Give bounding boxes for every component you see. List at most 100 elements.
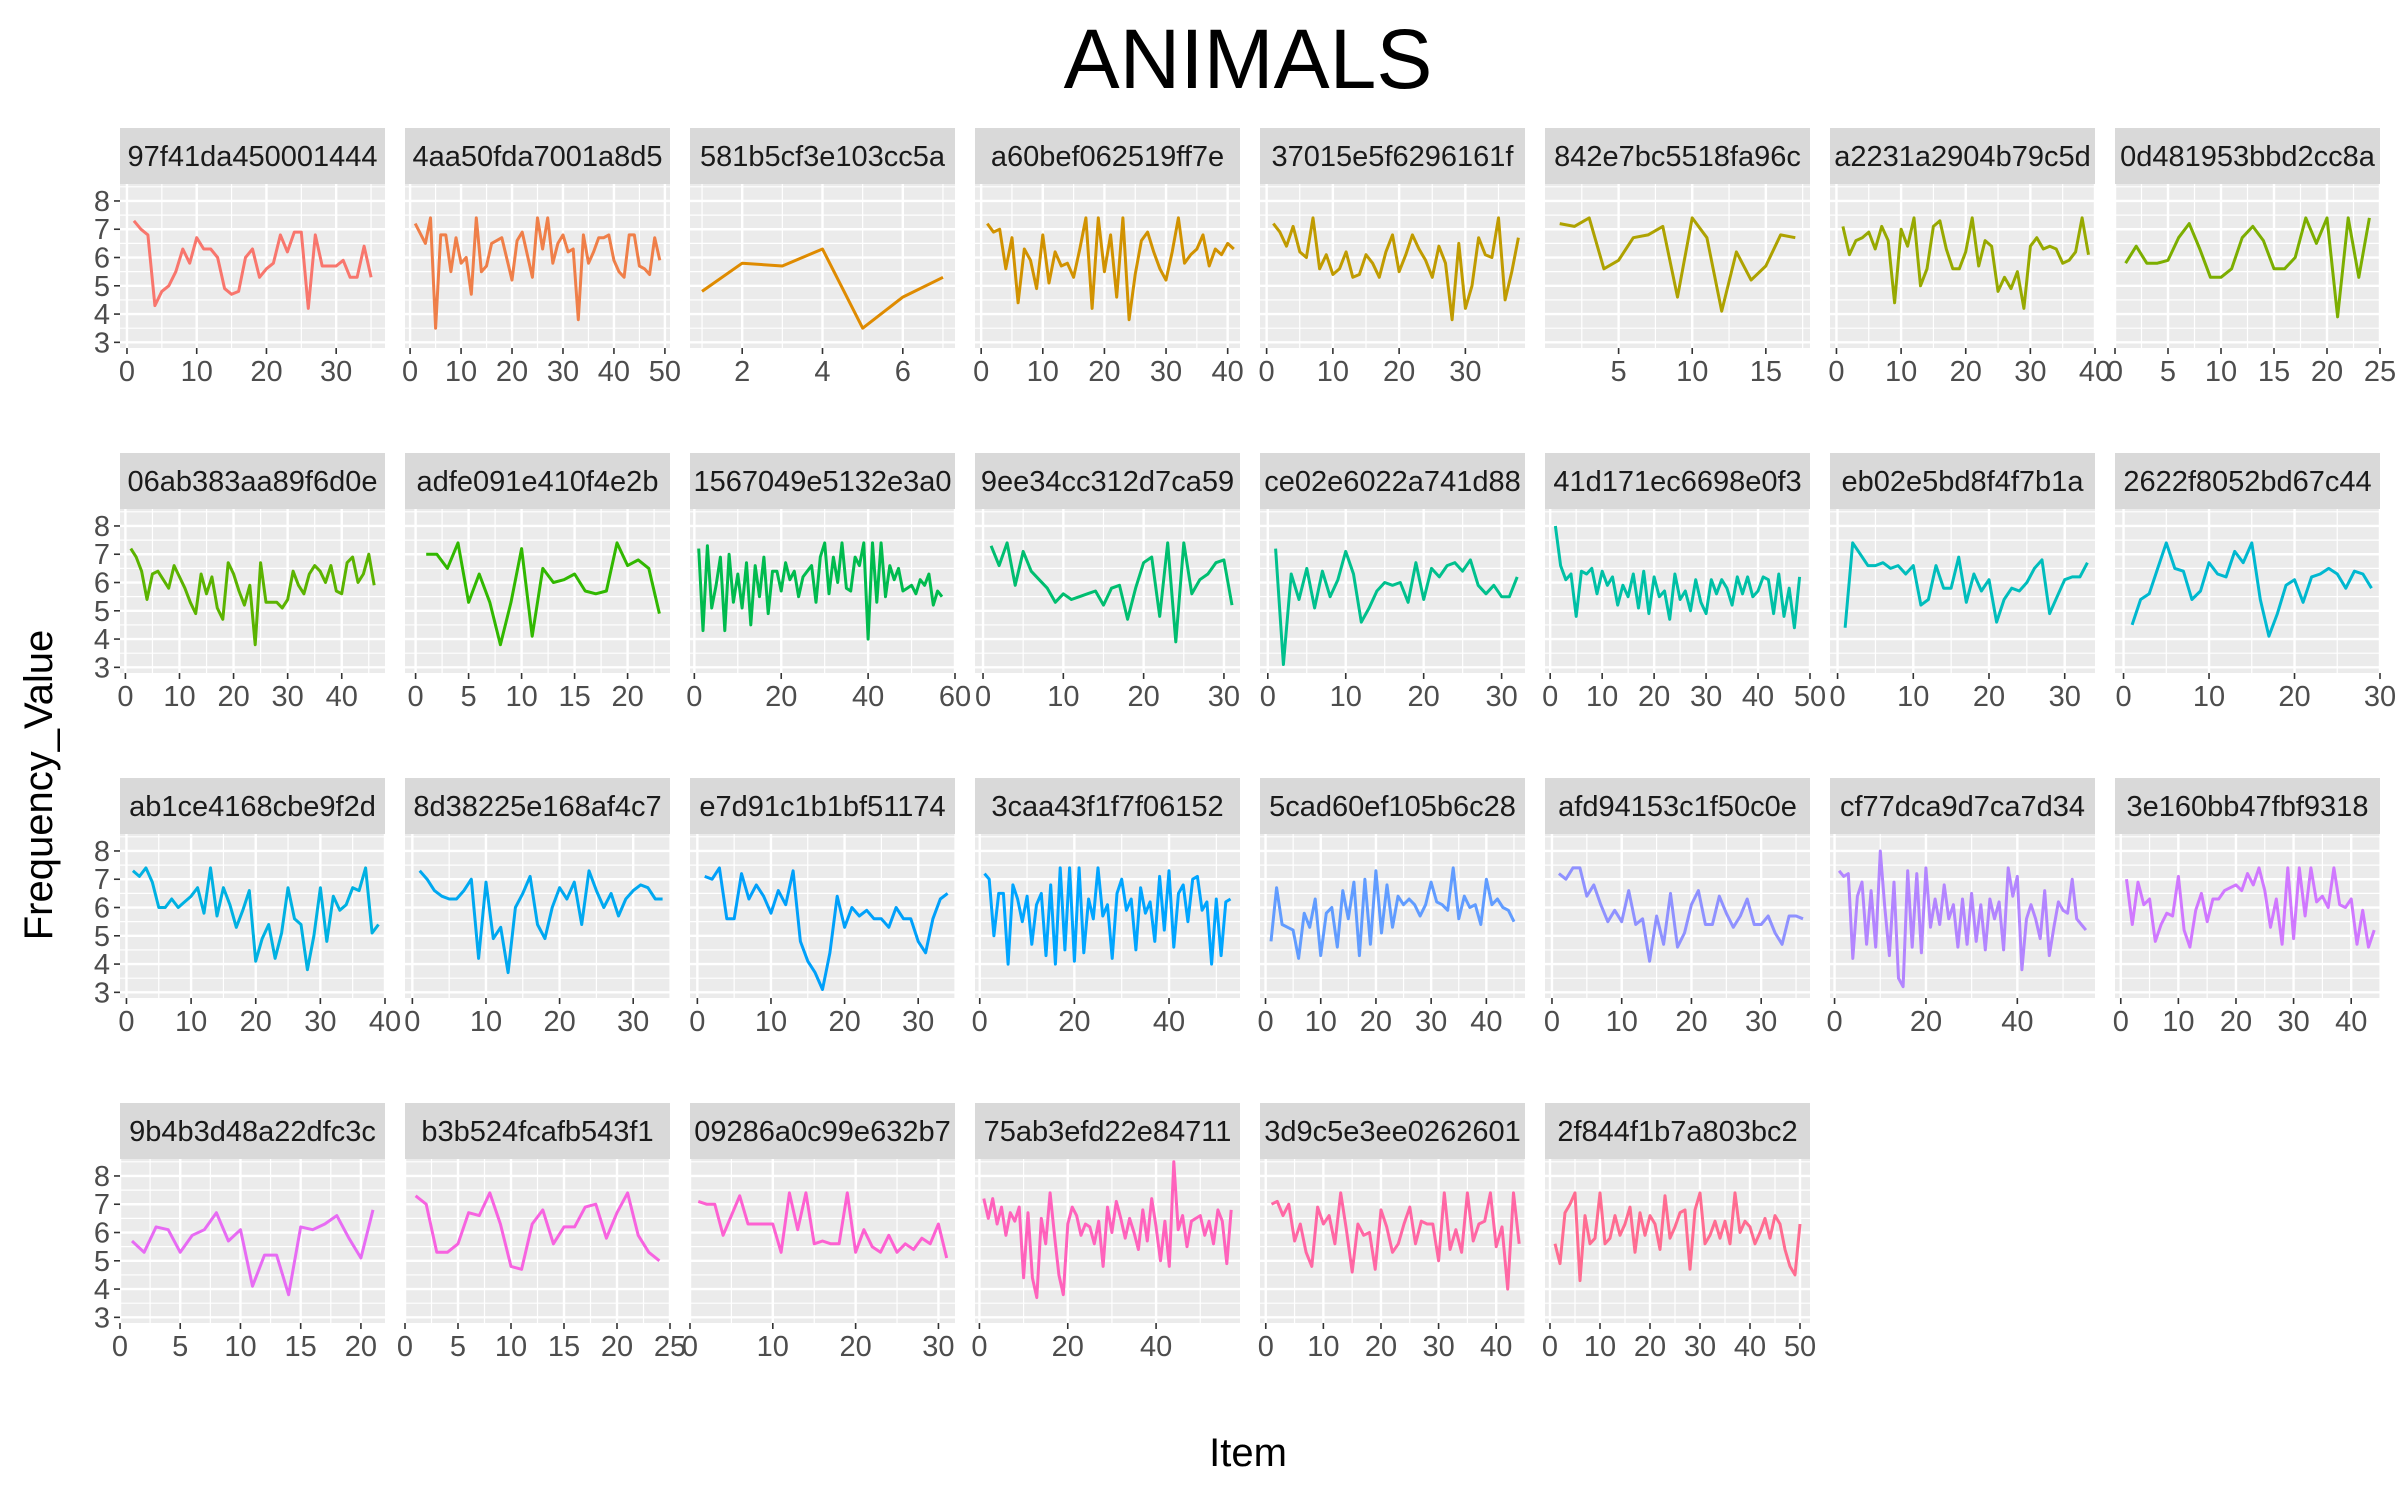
facet-strip-label: 09286a0c99e632b7: [694, 1116, 950, 1148]
data-point: [747, 1223, 749, 1225]
data-point: [1518, 1243, 1520, 1245]
data-point: [1070, 598, 1072, 600]
data-point: [1906, 245, 1908, 247]
data-point: [2310, 867, 2312, 869]
x-tick-label: 30: [1690, 681, 1722, 713]
data-point: [373, 584, 375, 586]
x-tick-label: 50: [649, 356, 681, 388]
data-point: [2139, 598, 2141, 600]
data-point: [2344, 906, 2346, 908]
data-point: [362, 573, 364, 575]
data-point: [1021, 920, 1023, 922]
data-point: [1437, 1260, 1439, 1262]
facet-strip-label: 2f844f1b7a803bc2: [1557, 1116, 1797, 1148]
data-point: [2251, 542, 2253, 544]
data-point: [1078, 867, 1080, 869]
data-point: [1089, 1226, 1091, 1228]
data-point: [223, 287, 225, 289]
data-point: [1357, 1223, 1359, 1225]
x-tick-label: 20: [611, 681, 643, 713]
data-point: [755, 884, 757, 886]
x-tick-label: 0: [971, 1331, 987, 1363]
data-point: [372, 1209, 374, 1211]
series-line: [426, 541, 661, 647]
data-point: [776, 570, 778, 572]
facet-panel: adfe091e410f4e2b 0 5 10 15 20: [405, 453, 670, 713]
data-point: [902, 918, 904, 920]
facet-panel: 1567049e5132e3a0 0 20 40 60: [686, 453, 971, 713]
data-point: [912, 1248, 914, 1250]
facet-strip-label: 06ab383aa89f6d0e: [128, 466, 378, 498]
data-point: [441, 895, 443, 897]
x-axis-title: Item: [1209, 1431, 1287, 1475]
data-point: [797, 595, 799, 597]
data-point: [1067, 1223, 1069, 1225]
data-point: [1299, 1223, 1301, 1225]
data-point: [2071, 576, 2073, 578]
data-point: [921, 1237, 923, 1239]
data-point: [1496, 898, 1498, 900]
data-point: [1466, 1192, 1468, 1194]
data-point: [1215, 562, 1217, 564]
data-point: [522, 892, 524, 894]
data-point: [2174, 567, 2176, 569]
data-point: [1694, 1209, 1696, 1211]
data-point: [1586, 895, 1588, 897]
data-point: [501, 237, 503, 239]
data-point: [1288, 1203, 1290, 1205]
data-point: [457, 1243, 459, 1245]
data-point: [851, 906, 853, 908]
data-point: [588, 870, 590, 872]
data-point: [2079, 576, 2081, 578]
data-point: [147, 234, 149, 236]
data-point: [189, 262, 191, 264]
data-point: [888, 1234, 890, 1236]
data-point: [1380, 932, 1382, 934]
data-point: [1945, 248, 1947, 250]
data-point: [648, 567, 650, 569]
data-point: [195, 612, 197, 614]
data-point: [1694, 578, 1696, 580]
x-tick-label: 10: [2205, 356, 2237, 388]
x-tick-label: 30: [2364, 681, 2396, 713]
data-point: [628, 234, 630, 236]
data-point: [1435, 901, 1437, 903]
data-point: [1711, 923, 1713, 925]
data-point: [1022, 550, 1024, 552]
data-point: [1900, 228, 1902, 230]
data-point: [2177, 237, 2179, 239]
data-point: [1159, 1260, 1161, 1262]
data-point: [718, 867, 720, 869]
data-point: [2086, 562, 2088, 564]
data-point: [436, 553, 438, 555]
facet-strip-label: b3b524fcafb543f1: [421, 1116, 653, 1148]
data-point: [932, 918, 934, 920]
data-point: [274, 957, 276, 959]
facet-strip-label: adfe091e410f4e2b: [417, 466, 659, 498]
data-point: [1337, 578, 1339, 580]
data-point: [319, 570, 321, 572]
data-point: [1689, 610, 1691, 612]
x-tick-label: 0: [1830, 681, 1846, 713]
data-point: [1432, 1223, 1434, 1225]
data-point: [348, 1237, 350, 1239]
data-point: [858, 564, 860, 566]
data-point: [1958, 268, 1960, 270]
data-point: [1059, 867, 1061, 869]
data-point: [1080, 1234, 1082, 1236]
data-point: [917, 940, 919, 942]
data-point: [2049, 245, 2051, 247]
data-point: [1084, 1223, 1086, 1225]
data-point: [467, 1212, 469, 1214]
data-point: [1779, 234, 1781, 236]
data-point: [2336, 573, 2338, 575]
data-point: [477, 957, 479, 959]
data-point: [1046, 587, 1048, 589]
data-point: [1674, 1226, 1676, 1228]
data-point: [1164, 1220, 1166, 1222]
data-point: [1066, 262, 1068, 264]
data-point: [202, 248, 204, 250]
data-point: [1411, 234, 1413, 236]
data-point: [1594, 1237, 1596, 1239]
data-point: [1201, 909, 1203, 911]
